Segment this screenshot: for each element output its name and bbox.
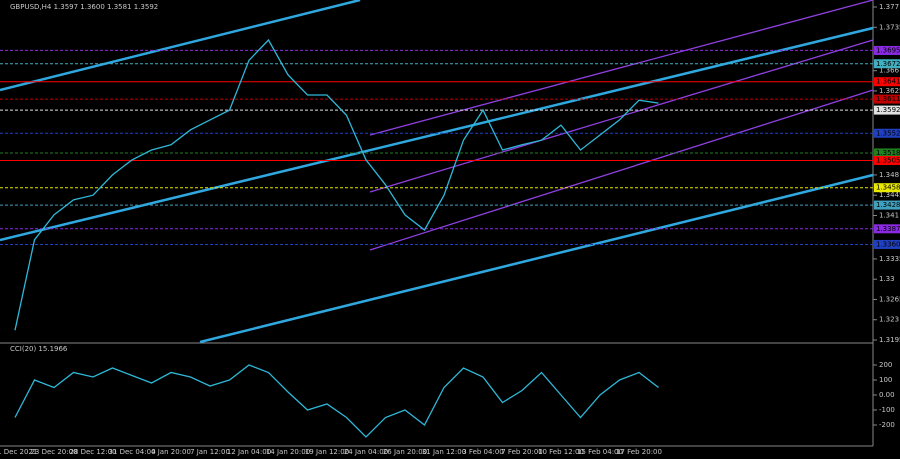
x-tick-label: 15 Feb 04:00 — [577, 448, 623, 456]
level-label: 1.3672 — [876, 60, 900, 68]
x-tick-label: 26 Jan 20:00 — [383, 448, 427, 456]
indicator-title: CCI(20) 15.1966 — [10, 345, 68, 353]
x-tick-label: 14 Jan 20:00 — [266, 448, 310, 456]
level-label-box — [874, 59, 900, 69]
level-label-box — [874, 239, 900, 249]
y-tick-label: 1.366 — [879, 67, 900, 75]
y-tick-label: 1.33 — [879, 275, 895, 283]
y-tick-label: 1.3195 — [879, 336, 900, 344]
level-label: 1.3641 — [876, 78, 900, 86]
y-tick-label: -200 — [879, 421, 895, 429]
x-tick-label: 19 Jan 12:00 — [305, 448, 349, 456]
y-tick-label: 1.3625 — [879, 87, 900, 95]
x-tick-label: 10 Feb 12:00 — [538, 448, 584, 456]
x-tick-label: 31 Dec 04:00 — [108, 448, 155, 456]
level-label: 1.3387 — [876, 225, 900, 233]
price-line — [14, 364, 659, 438]
level-label: 1.3458 — [876, 184, 900, 192]
level-label: 1.3695 — [876, 46, 900, 54]
level-label-box — [874, 45, 900, 55]
x-tick-label: 24 Jan 04:00 — [344, 448, 388, 456]
x-tick-label: 23 Dec 20:00 — [30, 448, 77, 456]
trend-line — [0, 0, 361, 92]
y-tick-label: 1.3735 — [879, 23, 900, 31]
level-label-box — [874, 155, 900, 165]
level-label-box — [874, 224, 900, 234]
level-label-box — [874, 94, 900, 104]
channel-line — [369, 89, 874, 251]
y-tick-label: 1.3265 — [879, 295, 900, 303]
y-tick-label: 100 — [879, 376, 892, 384]
level-label-box — [874, 200, 900, 210]
y-tick-label: 1.323 — [879, 316, 899, 324]
level-label-box — [874, 183, 900, 193]
y-tick-label: 1.341 — [879, 211, 899, 219]
trend-line — [199, 173, 874, 344]
level-label: 1.3428 — [876, 201, 900, 209]
x-tick-label: 17 Feb 20:00 — [616, 448, 662, 456]
channel-line — [369, 0, 874, 136]
y-tick-label: 1.377 — [879, 3, 899, 11]
y-tick-label: 1.3335 — [879, 255, 900, 263]
y-tick-label: 1.348 — [879, 171, 899, 179]
x-tick-label: 3 Feb 04:00 — [462, 448, 503, 456]
x-tick-label: 7 Feb 20:00 — [501, 448, 542, 456]
price-line — [14, 38, 659, 331]
level-label: 1.3552 — [876, 129, 900, 137]
y-tick-label: 0.00 — [879, 391, 895, 399]
level-label: 1.3592 — [876, 106, 900, 114]
level-label: 1.3611 — [876, 95, 900, 103]
level-label: 1.3360 — [876, 240, 900, 248]
y-tick-label: 1.3445 — [879, 191, 900, 199]
level-label: 1.3505 — [876, 156, 900, 164]
level-label-box — [874, 148, 900, 158]
y-tick-label: -100 — [879, 406, 895, 414]
level-label-box — [874, 77, 900, 87]
level-label-box — [874, 105, 900, 115]
chart-title: GBPUSD,H4 1.3597 1.3600 1.3581 1.3592 — [10, 3, 158, 11]
level-label-box — [874, 128, 900, 138]
y-tick-label: 200 — [879, 361, 892, 369]
x-tick-label: 7 Jan 12:00 — [190, 448, 230, 456]
x-tick-label: 21 Dec 2021 — [0, 448, 37, 456]
x-tick-label: 31 Jan 12:00 — [422, 448, 466, 456]
x-tick-label: 12 Jan 04:00 — [227, 448, 271, 456]
level-label: 1.3518 — [876, 149, 900, 157]
x-tick-label: 4 Jan 20:00 — [151, 448, 191, 456]
x-tick-label: 28 Dec 12:00 — [69, 448, 116, 456]
